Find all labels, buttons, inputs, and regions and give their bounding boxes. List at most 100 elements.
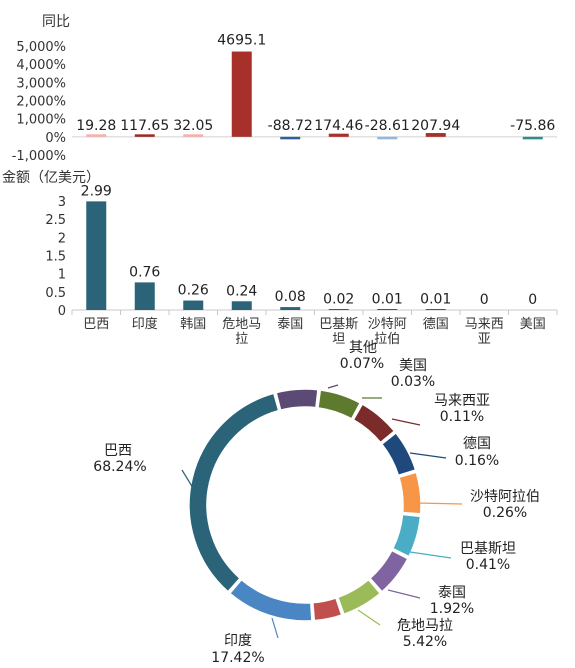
amount-category-label: 美国 xyxy=(520,317,546,332)
amount-category-label: 亚 xyxy=(478,332,491,347)
donut-slice-name: 其他 xyxy=(349,340,377,356)
amount-data-label: 0.76 xyxy=(129,264,160,280)
amount-bar xyxy=(134,282,155,310)
yoy-y-tick: 5,000% xyxy=(16,40,66,55)
yoy-bar xyxy=(134,134,155,137)
donut-slice xyxy=(312,597,343,622)
amount-data-label: 2.99 xyxy=(81,183,112,199)
donut-slice-name: 巴西 xyxy=(104,443,132,459)
donut-leader-line xyxy=(327,384,339,389)
donut-slice-name: 沙特阿拉伯 xyxy=(470,489,540,505)
yoy-data-label: 174.46 xyxy=(314,118,363,134)
amount-data-label: 0.02 xyxy=(323,291,354,307)
yoy-y-tick: 2,000% xyxy=(16,95,66,110)
donut-slice-pct: 0.03% xyxy=(391,374,435,390)
donut-leader-line xyxy=(357,609,381,626)
amount-category-label: 马来西 xyxy=(465,317,504,332)
donut-slice xyxy=(188,392,280,593)
yoy-bar xyxy=(183,134,204,137)
amount-category-label: 韩国 xyxy=(180,317,206,332)
amount-data-label: 0.01 xyxy=(420,292,451,308)
amount-category-label: 巴基斯 xyxy=(319,317,358,332)
donut-slice-pct: 68.24% xyxy=(93,459,146,475)
yoy-bar xyxy=(425,133,446,137)
amount-y-tick: 1.5 xyxy=(45,250,66,265)
donut-slice-name: 危地马拉 xyxy=(397,618,453,634)
amount-bar xyxy=(425,309,446,310)
donut-slice xyxy=(317,389,362,420)
yoy-bar xyxy=(522,136,543,140)
yoy-data-label: 19.28 xyxy=(76,118,116,134)
yoy-bar xyxy=(231,51,252,137)
donut-slice xyxy=(398,471,422,515)
donut-leader-line xyxy=(271,617,279,639)
donut-slice-pct: 0.11% xyxy=(440,409,484,425)
amount-bar xyxy=(280,307,301,310)
yoy-bar xyxy=(280,136,301,140)
yoy-data-label: 117.65 xyxy=(120,118,169,134)
yoy-y-tick: 3,000% xyxy=(16,76,66,91)
donut-slice-name: 马来西亚 xyxy=(434,393,490,409)
yoy-bar-chart: 同比 5,000% 4,000% 3,000% 2,000% 1,000% 0% -1,00… xyxy=(12,14,557,164)
donut-slice-name: 印度 xyxy=(224,633,252,649)
amount-y-tick: 2 xyxy=(58,231,66,246)
amount-bar xyxy=(231,301,252,310)
donut-slice xyxy=(228,578,313,622)
amount-category-label: 印度 xyxy=(132,316,158,332)
amount-data-label: 0.26 xyxy=(178,283,209,299)
amount-bar xyxy=(86,201,107,310)
yoy-data-label: -28.61 xyxy=(365,118,410,134)
donut-slice-pct: 0.07% xyxy=(340,356,384,372)
amount-data-label: 0.24 xyxy=(226,283,257,299)
amount-category-label: 泰国 xyxy=(277,317,303,332)
amount-y-tick: 0.5 xyxy=(45,286,66,301)
donut-slice-pct: 0.41% xyxy=(466,557,510,573)
donut-slice xyxy=(336,578,382,616)
donut-slice xyxy=(391,513,422,558)
donut-leader-line xyxy=(391,418,421,426)
donut-slice xyxy=(352,403,396,444)
amount-bar xyxy=(377,309,398,310)
yoy-axis-title: 同比 xyxy=(42,14,70,30)
amount-category-label: 德国 xyxy=(423,317,449,332)
amount-category-label: 坦 xyxy=(332,332,345,347)
donut-slice-name: 美国 xyxy=(399,358,427,374)
donut-slice-pct: 0.16% xyxy=(455,453,499,469)
amount-y-tick: 2.5 xyxy=(45,213,66,228)
donut-slice-name: 泰国 xyxy=(438,585,466,601)
donut-leader-line xyxy=(409,551,452,559)
amount-y-tick: 3 xyxy=(58,195,66,210)
amount-category-label: 沙特阿 xyxy=(368,317,407,332)
yoy-y-tick: -1,000% xyxy=(12,149,66,164)
amount-bar-chart: 金额（亿美元） 3 2.5 2 1.5 1 0.5 0 2.99 0.76 0.26 0.24 0.0… xyxy=(2,170,558,347)
amount-data-label: 0.08 xyxy=(275,289,306,305)
donut-slice-name: 德国 xyxy=(463,436,491,452)
donut-slice-pct: 1.92% xyxy=(430,601,474,617)
amount-y-tick: 1 xyxy=(58,268,66,283)
donut-leader-line xyxy=(409,452,447,459)
yoy-data-label: 4695.1 xyxy=(217,33,266,49)
yoy-data-label: -88.72 xyxy=(268,118,313,134)
yoy-y-tick: 4,000% xyxy=(16,58,66,73)
yoy-bar xyxy=(377,136,398,140)
yoy-y-tick: 1,000% xyxy=(16,113,66,128)
yoy-data-label: -75.86 xyxy=(510,118,555,134)
donut-leader-line xyxy=(416,502,463,505)
amount-bar xyxy=(183,300,204,310)
yoy-data-label: 207.94 xyxy=(411,118,460,134)
donut-slice-pct: 5.42% xyxy=(403,634,447,650)
yoy-data-label: 32.05 xyxy=(173,118,213,134)
amount-category-label: 拉伯 xyxy=(374,332,400,347)
donut-leader-line xyxy=(387,589,421,599)
donut-slice-pct: 17.42% xyxy=(211,650,264,666)
amount-category-label: 巴西 xyxy=(83,317,109,332)
donut-slice xyxy=(369,549,409,593)
amount-category-label: 危地马 xyxy=(222,317,261,332)
amount-data-label: 0 xyxy=(528,292,537,308)
yoy-bar xyxy=(86,134,107,137)
amount-data-label: 0.01 xyxy=(372,292,403,308)
amount-bar xyxy=(328,309,349,310)
donut-slice-pct: 0.26% xyxy=(483,505,527,521)
donut-slice xyxy=(275,388,319,411)
